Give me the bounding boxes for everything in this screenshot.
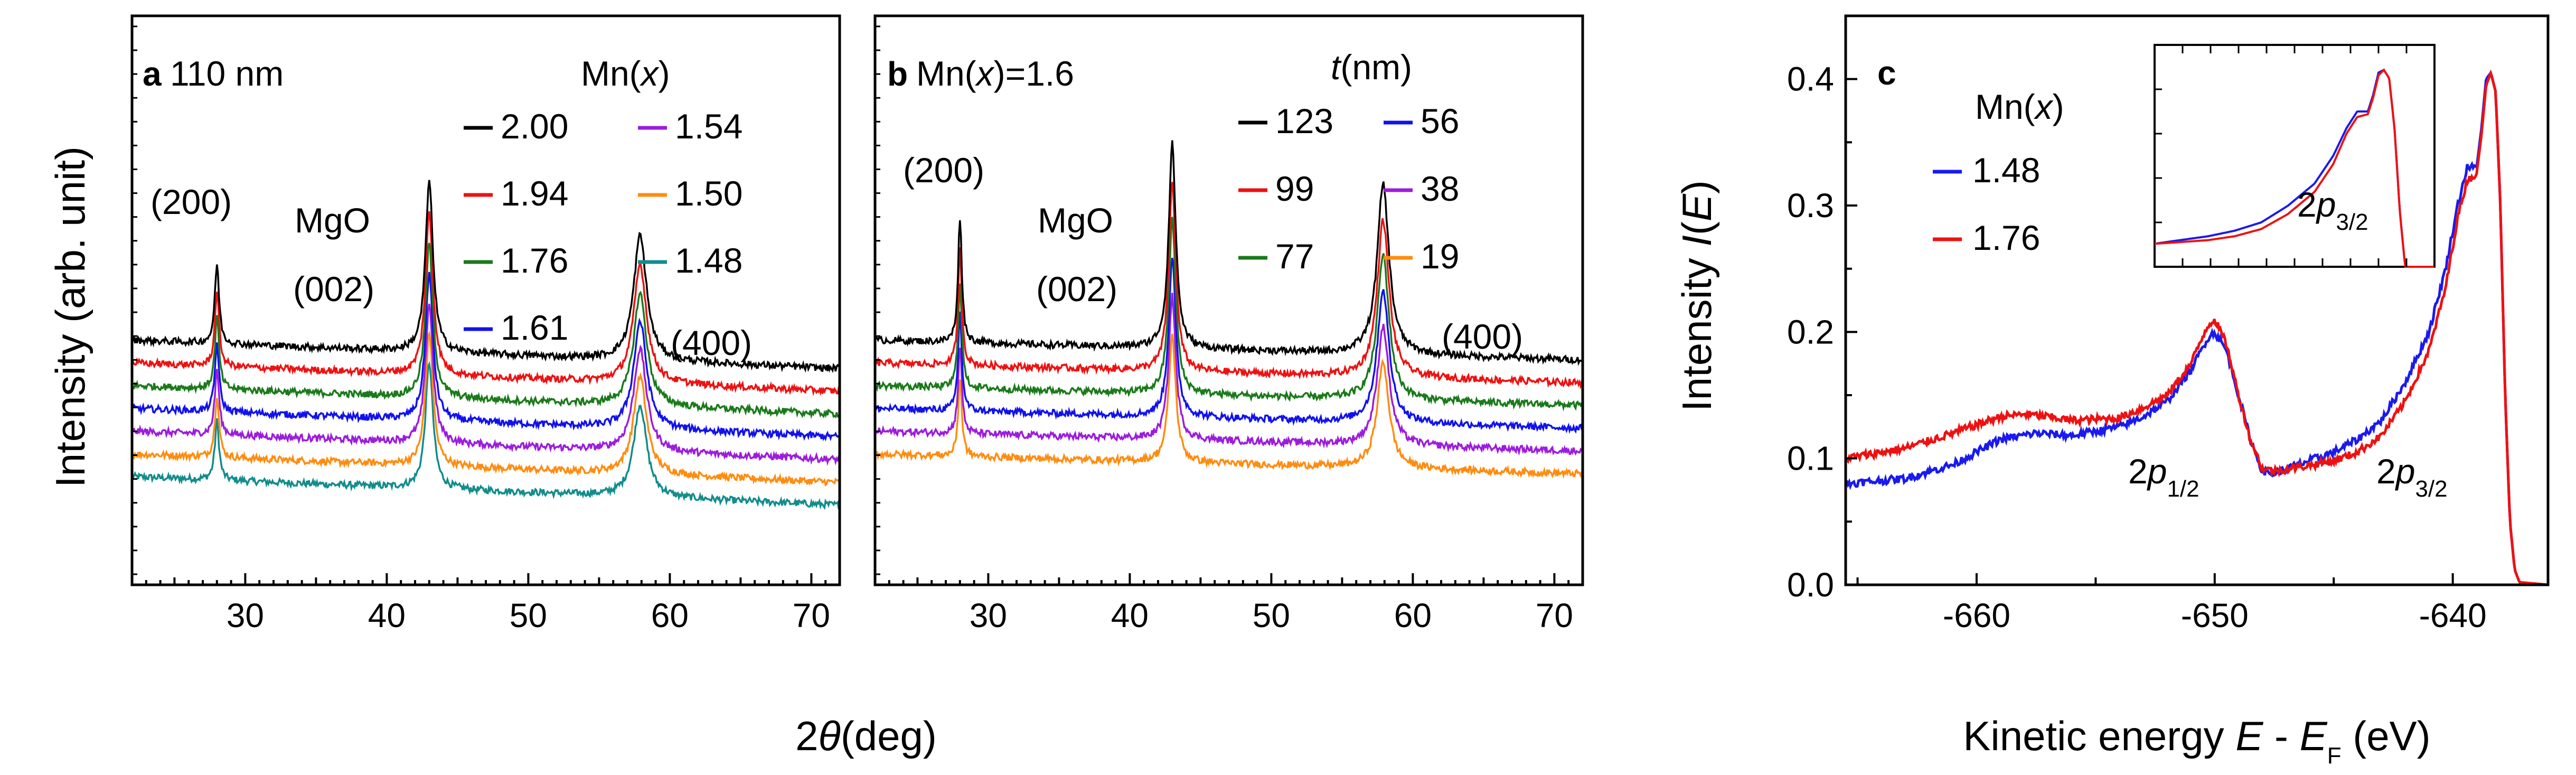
panel-c-ann-2p12: 2p1/2 bbox=[2128, 452, 2199, 502]
legend-label-1.76: 1.76 bbox=[501, 241, 568, 280]
legend-label-123: 123 bbox=[1275, 101, 1333, 141]
x-tick-label: 70 bbox=[793, 596, 830, 634]
series-line-a-2.00 bbox=[131, 180, 841, 373]
panel-c-xlabel: Kinetic energy E - EF (eV) bbox=[1963, 713, 2430, 769]
panel-c: -660 -650 -640 0.0 0.1 0.2 0.3 0.4 Intensity I… bbox=[1674, 14, 2550, 769]
x-tick-label: 40 bbox=[1111, 596, 1149, 634]
panel-a-y-ticks bbox=[132, 25, 137, 575]
x-tick-label: -640 bbox=[2419, 596, 2487, 634]
series-line-a-1.61 bbox=[131, 272, 840, 442]
panel-a-title: 110 nm bbox=[170, 54, 284, 93]
panel-b-curves bbox=[874, 140, 1584, 479]
panel-c-x-ticks: -660 -650 -640 bbox=[1856, 573, 2487, 634]
panel-a-x-ticks: 30 40 50 60 70 bbox=[131, 573, 841, 634]
legend-label-99: 99 bbox=[1275, 169, 1314, 208]
inset-series-1.76 bbox=[2154, 68, 2434, 268]
panel-c-legend-title: Mn(x) bbox=[1975, 87, 2064, 126]
legend-label-1.48: 1.48 bbox=[675, 241, 742, 280]
panel-b-title: Mn(x)=1.6 bbox=[916, 54, 1074, 93]
panel-b-mgo-label: MgO bbox=[1038, 201, 1113, 240]
panel-b-peak-400: (400) bbox=[1442, 317, 1523, 356]
series-line-b-99 bbox=[874, 182, 1584, 390]
xlabel-ab: 2θ(deg) bbox=[795, 713, 937, 759]
series-line-a-1.48 bbox=[131, 361, 840, 510]
y-tick-label: 0.4 bbox=[1787, 60, 1834, 98]
legend-label-19: 19 bbox=[1421, 237, 1459, 276]
x-tick-label: -660 bbox=[1943, 596, 2010, 634]
series-line-b-77 bbox=[874, 217, 1584, 412]
panel-c-curves bbox=[1844, 69, 2549, 586]
x-tick-label: 60 bbox=[651, 596, 689, 634]
panel-a-tag: a bbox=[143, 55, 162, 93]
panel-a-legend: 2.00 1.94 1.76 1.61 1.54 1.50 1.48 bbox=[464, 107, 742, 347]
x-tick-label: 50 bbox=[1253, 596, 1290, 634]
panel-a-peak-400: (400) bbox=[671, 323, 752, 362]
x-tick-label: -650 bbox=[2181, 596, 2249, 634]
y-tick-label: 0.1 bbox=[1787, 440, 1834, 478]
panel-b-x-ticks: 30 40 50 60 70 bbox=[874, 573, 1584, 634]
panel-b-tag: b bbox=[887, 55, 908, 93]
y-tick-label: 0.2 bbox=[1787, 313, 1834, 351]
panel-c-frame bbox=[1844, 14, 2550, 586]
panel-b-peak-200: (200) bbox=[903, 151, 984, 190]
panel-a-curves bbox=[131, 180, 841, 510]
panel-c-legend: 1.48 1.76 bbox=[1933, 151, 2040, 257]
panel-a: Intensity (arb. unit) 30 40 50 60 70 a 110 n… bbox=[47, 14, 841, 634]
panel-c-ylabel: Intensity I(E) bbox=[1674, 180, 1720, 412]
series-line-b-38 bbox=[874, 293, 1583, 456]
inset-ann-2p32: 2p3/2 bbox=[2297, 185, 2368, 235]
legend-label-c-1.76: 1.76 bbox=[1972, 218, 2040, 257]
x-tick-label: 70 bbox=[1536, 596, 1573, 634]
panel-a-peak-200: (200) bbox=[151, 182, 232, 221]
panel-c-ann-2p32: 2p3/2 bbox=[2376, 452, 2448, 502]
panel-b-peak-002: (002) bbox=[1036, 269, 1117, 309]
panel-a-ylabel: Intensity (arb. unit) bbox=[47, 146, 93, 488]
panel-c-y-ticks: 0.0 0.1 0.2 0.3 0.4 bbox=[1787, 15, 1857, 604]
legend-label-c-1.48: 1.48 bbox=[1972, 151, 2040, 190]
panel-a-peak-002: (002) bbox=[293, 269, 374, 309]
panel-b-frame bbox=[873, 14, 1584, 586]
legend-label-1.94: 1.94 bbox=[501, 174, 568, 213]
panel-b-y-ticks bbox=[875, 25, 880, 575]
inset-ticks bbox=[2154, 44, 2436, 268]
panel-b-legend: 123 99 77 56 38 19 bbox=[1238, 101, 1459, 276]
series-line-b-123 bbox=[874, 140, 1583, 366]
y-tick-label: 0.0 bbox=[1787, 566, 1834, 604]
series-line-b-19 bbox=[874, 333, 1583, 479]
panel-b: 30 40 50 60 70 b Mn(x)=1.6 t(nm) 123 99 77 56 38… bbox=[873, 14, 1584, 634]
x-tick-label: 30 bbox=[970, 596, 1007, 634]
series-line-a-1.50 bbox=[131, 330, 841, 487]
x-tick-label: 40 bbox=[368, 596, 406, 634]
x-tick-label: 30 bbox=[227, 596, 264, 634]
legend-label-1.54: 1.54 bbox=[675, 107, 742, 146]
series-line-a-1.94 bbox=[131, 211, 841, 396]
inset-frame bbox=[2154, 44, 2436, 268]
y-tick-label: 0.3 bbox=[1787, 186, 1834, 225]
series-line-b-56 bbox=[874, 257, 1584, 434]
legend-label-1.50: 1.50 bbox=[675, 174, 742, 213]
panel-c-inset: 2p3/2 bbox=[2154, 44, 2436, 268]
series-line-c-1.76 bbox=[1844, 69, 2549, 586]
legend-label-38: 38 bbox=[1421, 169, 1459, 208]
x-tick-label: 50 bbox=[510, 596, 547, 634]
inset-curves bbox=[2154, 68, 2434, 268]
legend-label-1.61: 1.61 bbox=[501, 308, 568, 347]
panel-c-tag: c bbox=[1877, 54, 1896, 92]
series-line-a-1.54 bbox=[131, 303, 841, 466]
series-line-a-1.76 bbox=[131, 242, 841, 419]
legend-label-77: 77 bbox=[1275, 237, 1314, 276]
panel-a-mgo-label: MgO bbox=[295, 201, 370, 240]
legend-label-2.00: 2.00 bbox=[501, 107, 568, 146]
series-line-c-1.48 bbox=[1845, 70, 2549, 586]
panel-a-legend-title: Mn(x) bbox=[581, 54, 670, 93]
x-tick-label: 60 bbox=[1394, 596, 1432, 634]
panel-b-legend-title: t(nm) bbox=[1331, 48, 1412, 87]
legend-label-56: 56 bbox=[1421, 101, 1459, 141]
